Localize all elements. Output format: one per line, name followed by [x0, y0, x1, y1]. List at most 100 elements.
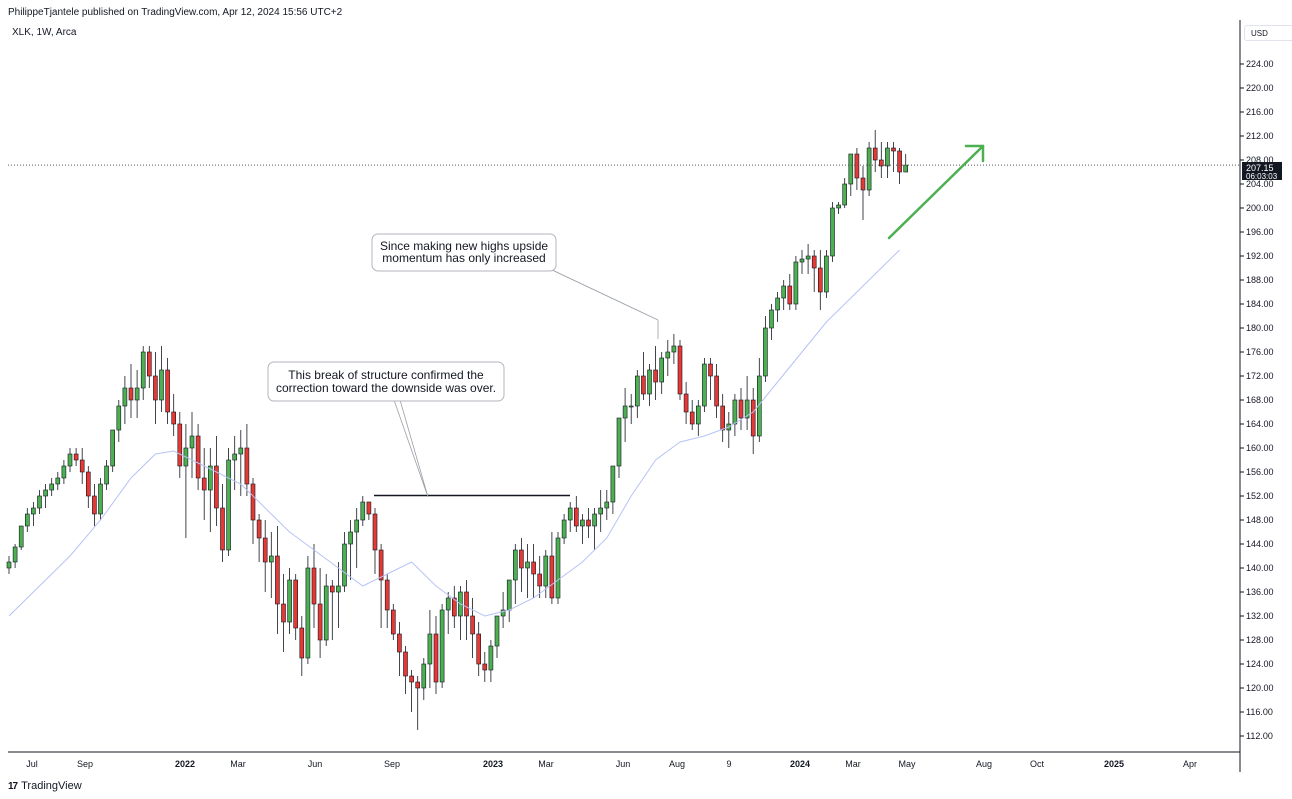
candle-body: [171, 411, 176, 425]
candle-body: [366, 501, 372, 515]
x-tick-label: Jun: [616, 759, 631, 769]
candle-body: [299, 627, 305, 659]
candle-body: [500, 609, 506, 617]
candle-body: [598, 507, 604, 515]
x-tick-label: Mar: [230, 759, 246, 769]
x-tick-label: May: [898, 759, 916, 769]
candle-body: [427, 633, 433, 665]
y-tick-label: 188.00: [1246, 275, 1274, 285]
candle-body: [92, 495, 97, 515]
candle-body: [604, 501, 610, 509]
candle-body: [421, 663, 427, 689]
candle-body: [342, 543, 347, 587]
x-tick-label: Mar: [845, 759, 861, 769]
y-tick-label: 168.00: [1246, 395, 1274, 405]
y-tick-label: 160.00: [1246, 443, 1274, 453]
candle-body: [6, 561, 12, 569]
candle-body: [506, 579, 512, 611]
annotation-box-bos[interactable]: [267, 361, 505, 402]
y-tick-label: 128.00: [1246, 635, 1274, 645]
candle-body: [592, 513, 597, 527]
candle-body: [470, 615, 475, 635]
candle-body: [18, 525, 24, 548]
y-tick-label: 148.00: [1246, 515, 1274, 525]
y-tick-label: 200.00: [1246, 203, 1274, 213]
candle-body: [79, 459, 85, 473]
y-tick-label: 156.00: [1246, 467, 1274, 477]
y-tick-label: 212.00: [1246, 131, 1274, 141]
candle-body: [659, 357, 665, 383]
candle-body: [641, 375, 646, 395]
candle-body: [390, 609, 396, 635]
candle-body: [586, 519, 591, 527]
candle-body: [177, 423, 183, 467]
moving-average-line: [8, 249, 900, 617]
candle-body: [134, 387, 140, 401]
candle-body: [86, 471, 91, 497]
candle-body: [653, 369, 658, 383]
currency-button[interactable]: USD: [1244, 25, 1292, 41]
candle-body: [262, 537, 268, 563]
candle-body: [305, 567, 311, 659]
y-tick-label: 144.00: [1246, 539, 1274, 549]
x-tick-label: Aug: [976, 759, 992, 769]
candle-body: [708, 363, 713, 377]
candle-body: [433, 633, 439, 683]
publisher-line: PhilippeTjantele published on TradingVie…: [8, 7, 343, 18]
annotation-momentum-line1: Since making new highs upside: [380, 239, 548, 253]
candle-body: [372, 513, 378, 551]
x-tick-label: Oct: [1030, 759, 1045, 769]
x-tick-label: Mar: [538, 759, 554, 769]
x-tick-label: 2022: [175, 759, 195, 769]
candle-body: [647, 369, 652, 395]
candle-body: [323, 585, 329, 641]
y-tick-label: 116.00: [1246, 707, 1273, 717]
candle-body: [494, 615, 500, 647]
candle-body: [799, 258, 805, 263]
candle-body: [287, 579, 292, 623]
candle-body: [891, 147, 896, 152]
x-tick-label: Sep: [384, 759, 400, 769]
y-tick-label: 120.00: [1246, 683, 1274, 693]
candle-body: [866, 147, 872, 191]
candle-body: [275, 555, 280, 605]
candle-body: [488, 645, 494, 671]
annotation-box-momentum[interactable]: [371, 233, 557, 272]
candle-body: [464, 591, 469, 617]
tradingview-logo-icon: 17: [8, 780, 18, 792]
price-tag-countdown: 06:03:03: [1246, 172, 1278, 181]
candle-body: [769, 309, 774, 329]
candle-body: [31, 507, 36, 515]
candle-body: [329, 585, 335, 593]
candle-body: [415, 681, 421, 689]
candle-body: [482, 663, 488, 671]
candle-body: [439, 609, 445, 683]
candle-body: [165, 369, 170, 413]
candle-body: [122, 387, 128, 407]
candle-body: [817, 267, 823, 293]
candle-body: [610, 465, 616, 503]
current-price-tag: 207.15 06:03:03: [1242, 162, 1282, 181]
candle-body: [872, 147, 878, 161]
candle-body: [622, 405, 628, 419]
candle-body: [555, 537, 561, 599]
candle-body: [445, 597, 451, 611]
y-tick-label: 136.00: [1246, 587, 1274, 597]
candle-body: [860, 177, 866, 191]
y-tick-label: 208.00: [1246, 155, 1274, 165]
candle-body: [73, 453, 79, 461]
annotation-bos-line2: correction toward the downside was over.: [276, 381, 496, 395]
candle-body: [824, 255, 829, 293]
candle-body: [12, 546, 18, 563]
candle-body: [830, 207, 835, 257]
y-tick-label: 124.00: [1246, 659, 1274, 669]
candle-body: [104, 465, 109, 485]
candle-body: [153, 375, 158, 401]
x-tick-label: Jun: [308, 759, 323, 769]
x-tick-label: 9: [726, 759, 731, 769]
candle-body: [378, 549, 384, 581]
candle-body: [67, 453, 73, 467]
candle-body: [409, 675, 414, 683]
candle-body: [805, 255, 811, 260]
